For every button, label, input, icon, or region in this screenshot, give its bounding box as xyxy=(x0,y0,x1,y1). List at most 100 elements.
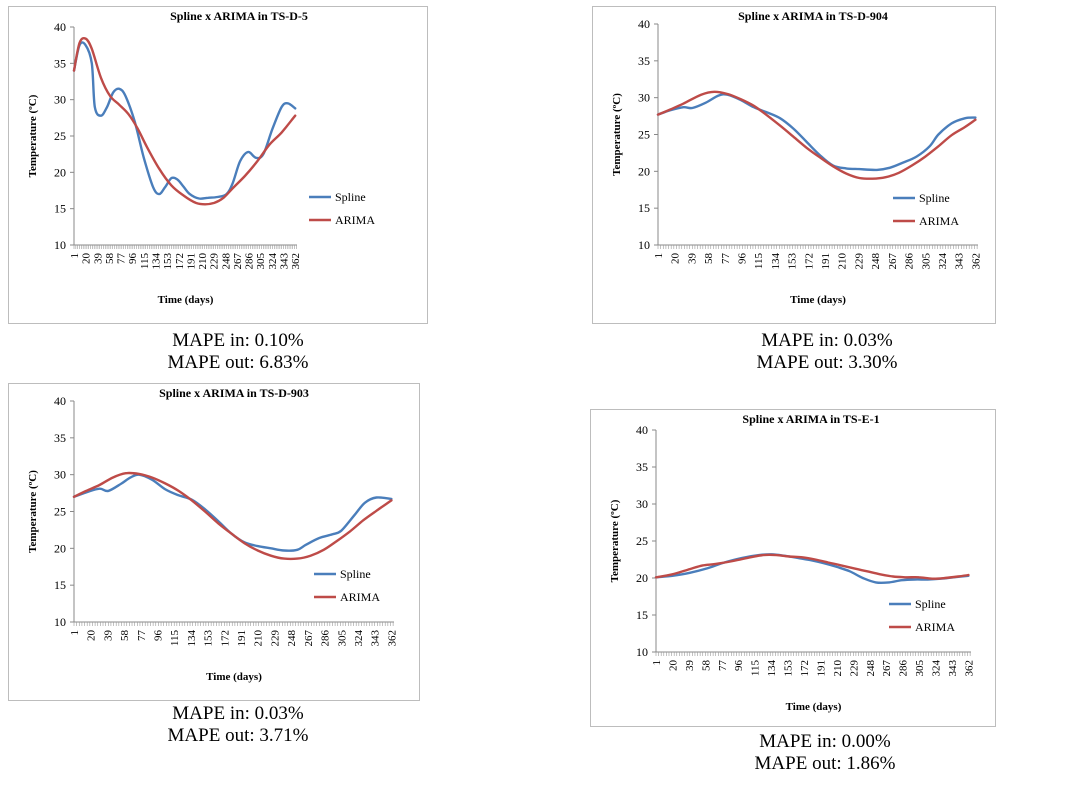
x-tick-label: 362 xyxy=(290,253,302,270)
caption-2: MAPE in: 0.03% MAPE out: 3.30% xyxy=(592,330,1062,374)
x-tick-label: 58 xyxy=(703,253,715,265)
line-chart-3: Spline x ARIMA in TS-D-903 10 15 20 25 30 35 40… xyxy=(27,386,398,683)
y-tick-label: 35 xyxy=(638,54,650,68)
legend-label-arima: ARIMA xyxy=(915,620,955,634)
y-axis-label: Temperature (ºC) xyxy=(27,94,39,177)
x-tick-label: 324 xyxy=(937,253,949,270)
x-tick-label: 134 xyxy=(770,253,782,270)
y-tick-label: 15 xyxy=(636,608,648,622)
mape-out-label: MAPE out: 1.86% xyxy=(754,753,896,774)
x-tick-label: 286 xyxy=(244,253,256,270)
x-tick-label: 115 xyxy=(169,630,181,647)
y-tick-label: 30 xyxy=(54,93,66,107)
legend-label-spline: Spline xyxy=(340,567,371,581)
line-chart-2: Spline x ARIMA in TS-D-904 10 15 20 25 30 35 40… xyxy=(611,9,982,306)
y-tick-label: 30 xyxy=(638,91,650,105)
x-tick-label: 343 xyxy=(279,253,291,270)
x-axis-label: Time (days) xyxy=(206,671,262,683)
x-tick-label: 134 xyxy=(150,253,162,270)
legend-label-spline: Spline xyxy=(919,191,950,205)
caption-3: MAPE in: 0.03% MAPE out: 3.71% xyxy=(8,703,468,747)
series-line-arima xyxy=(656,90,977,180)
x-axis-label: Time (days) xyxy=(790,294,846,306)
x-tick-label: 172 xyxy=(799,660,811,677)
series-line-spline xyxy=(72,41,297,200)
x-tick-label: 153 xyxy=(787,253,799,270)
y-tick-label: 15 xyxy=(54,578,66,592)
x-tick-label: 115 xyxy=(139,253,151,270)
x-tick-label: 191 xyxy=(820,253,832,270)
x-tick-label: 324 xyxy=(267,253,279,270)
chart-area-2: Spline x ARIMA in TS-D-904 10 15 20 25 30 35 40… xyxy=(592,6,996,324)
x-tick-label: 96 xyxy=(737,253,749,265)
y-tick-label: 30 xyxy=(54,468,66,482)
x-tick-label: 20 xyxy=(81,253,93,265)
x-tick-label: 96 xyxy=(733,660,745,672)
x-tick-label: 343 xyxy=(370,630,382,647)
y-tick-label: 25 xyxy=(636,534,648,548)
y-tick-label: 25 xyxy=(638,128,650,142)
legend-label-arima: ARIMA xyxy=(335,213,375,227)
chart-title: Spline x ARIMA in TS-D-5 xyxy=(170,9,308,23)
x-tick-label: 77 xyxy=(720,253,732,265)
y-tick-label: 25 xyxy=(54,129,66,143)
x-tick-label: 267 xyxy=(881,660,893,677)
x-tick-label: 153 xyxy=(162,253,174,270)
x-tick-label: 153 xyxy=(203,630,215,647)
x-tick-label: 58 xyxy=(700,660,712,672)
x-tick-label: 191 xyxy=(185,253,197,270)
chart-title: Spline x ARIMA in TS-D-904 xyxy=(738,9,888,23)
x-tick-label: 210 xyxy=(253,630,265,647)
mape-out-label: MAPE out: 3.30% xyxy=(756,352,898,373)
x-tick-label: 362 xyxy=(963,660,975,677)
mape-in-label: MAPE in: 0.03% xyxy=(172,703,304,724)
x-tick-label: 191 xyxy=(236,630,248,647)
x-tick-label: 134 xyxy=(186,630,198,647)
chart-area-4: Spline x ARIMA in TS-E-1 10 15 20 25 30 35 40 Te… xyxy=(590,409,996,727)
x-tick-label: 248 xyxy=(286,630,298,647)
x-tick-label: 77 xyxy=(116,253,128,265)
x-tick-label: 286 xyxy=(320,630,332,647)
y-axis-label: Temperature (ºC) xyxy=(609,499,621,582)
x-tick-label: 248 xyxy=(220,253,232,270)
x-tick-label: 229 xyxy=(848,660,860,677)
x-tick-label: 267 xyxy=(232,253,244,270)
x-tick-label: 191 xyxy=(815,660,827,677)
y-tick-label: 40 xyxy=(54,394,66,408)
legend-label-arima: ARIMA xyxy=(340,590,380,604)
mape-in-label: MAPE in: 0.03% xyxy=(761,330,893,351)
x-tick-label: 305 xyxy=(914,660,926,677)
x-tick-label: 172 xyxy=(174,253,186,270)
x-tick-label: 305 xyxy=(920,253,932,270)
series-line-spline xyxy=(72,473,393,552)
x-tick-label: 153 xyxy=(783,660,795,677)
y-tick-label: 25 xyxy=(54,505,66,519)
y-tick-label: 10 xyxy=(636,645,648,659)
x-tick-label: 324 xyxy=(353,630,365,647)
x-tick-label: 248 xyxy=(865,660,877,677)
y-tick-label: 10 xyxy=(638,238,650,252)
x-tick-label: 210 xyxy=(197,253,209,270)
x-tick-label: 115 xyxy=(753,253,765,270)
x-tick-label: 343 xyxy=(947,660,959,677)
x-tick-label: 343 xyxy=(954,253,966,270)
mape-out-label: MAPE out: 6.83% xyxy=(167,352,309,373)
y-tick-label: 10 xyxy=(54,238,66,252)
x-tick-label: 39 xyxy=(686,253,698,265)
x-tick-label: 1 xyxy=(653,253,665,259)
x-tick-label: 1 xyxy=(69,253,81,259)
x-tick-label: 58 xyxy=(119,630,131,642)
y-tick-label: 20 xyxy=(54,165,66,179)
x-tick-label: 77 xyxy=(717,660,729,672)
x-tick-label: 115 xyxy=(750,660,762,677)
x-tick-label: 362 xyxy=(970,253,982,270)
legend-label-arima: ARIMA xyxy=(919,214,959,228)
x-tick-label: 20 xyxy=(667,660,679,672)
line-chart-4: Spline x ARIMA in TS-E-1 10 15 20 25 30 35 40 Te… xyxy=(609,412,975,713)
x-tick-label: 1 xyxy=(69,630,81,636)
x-axis-label: Time (days) xyxy=(786,701,842,713)
x-tick-label: 39 xyxy=(92,253,104,265)
x-tick-label: 324 xyxy=(931,660,943,677)
legend-label-spline: Spline xyxy=(335,190,366,204)
x-tick-label: 267 xyxy=(887,253,899,270)
